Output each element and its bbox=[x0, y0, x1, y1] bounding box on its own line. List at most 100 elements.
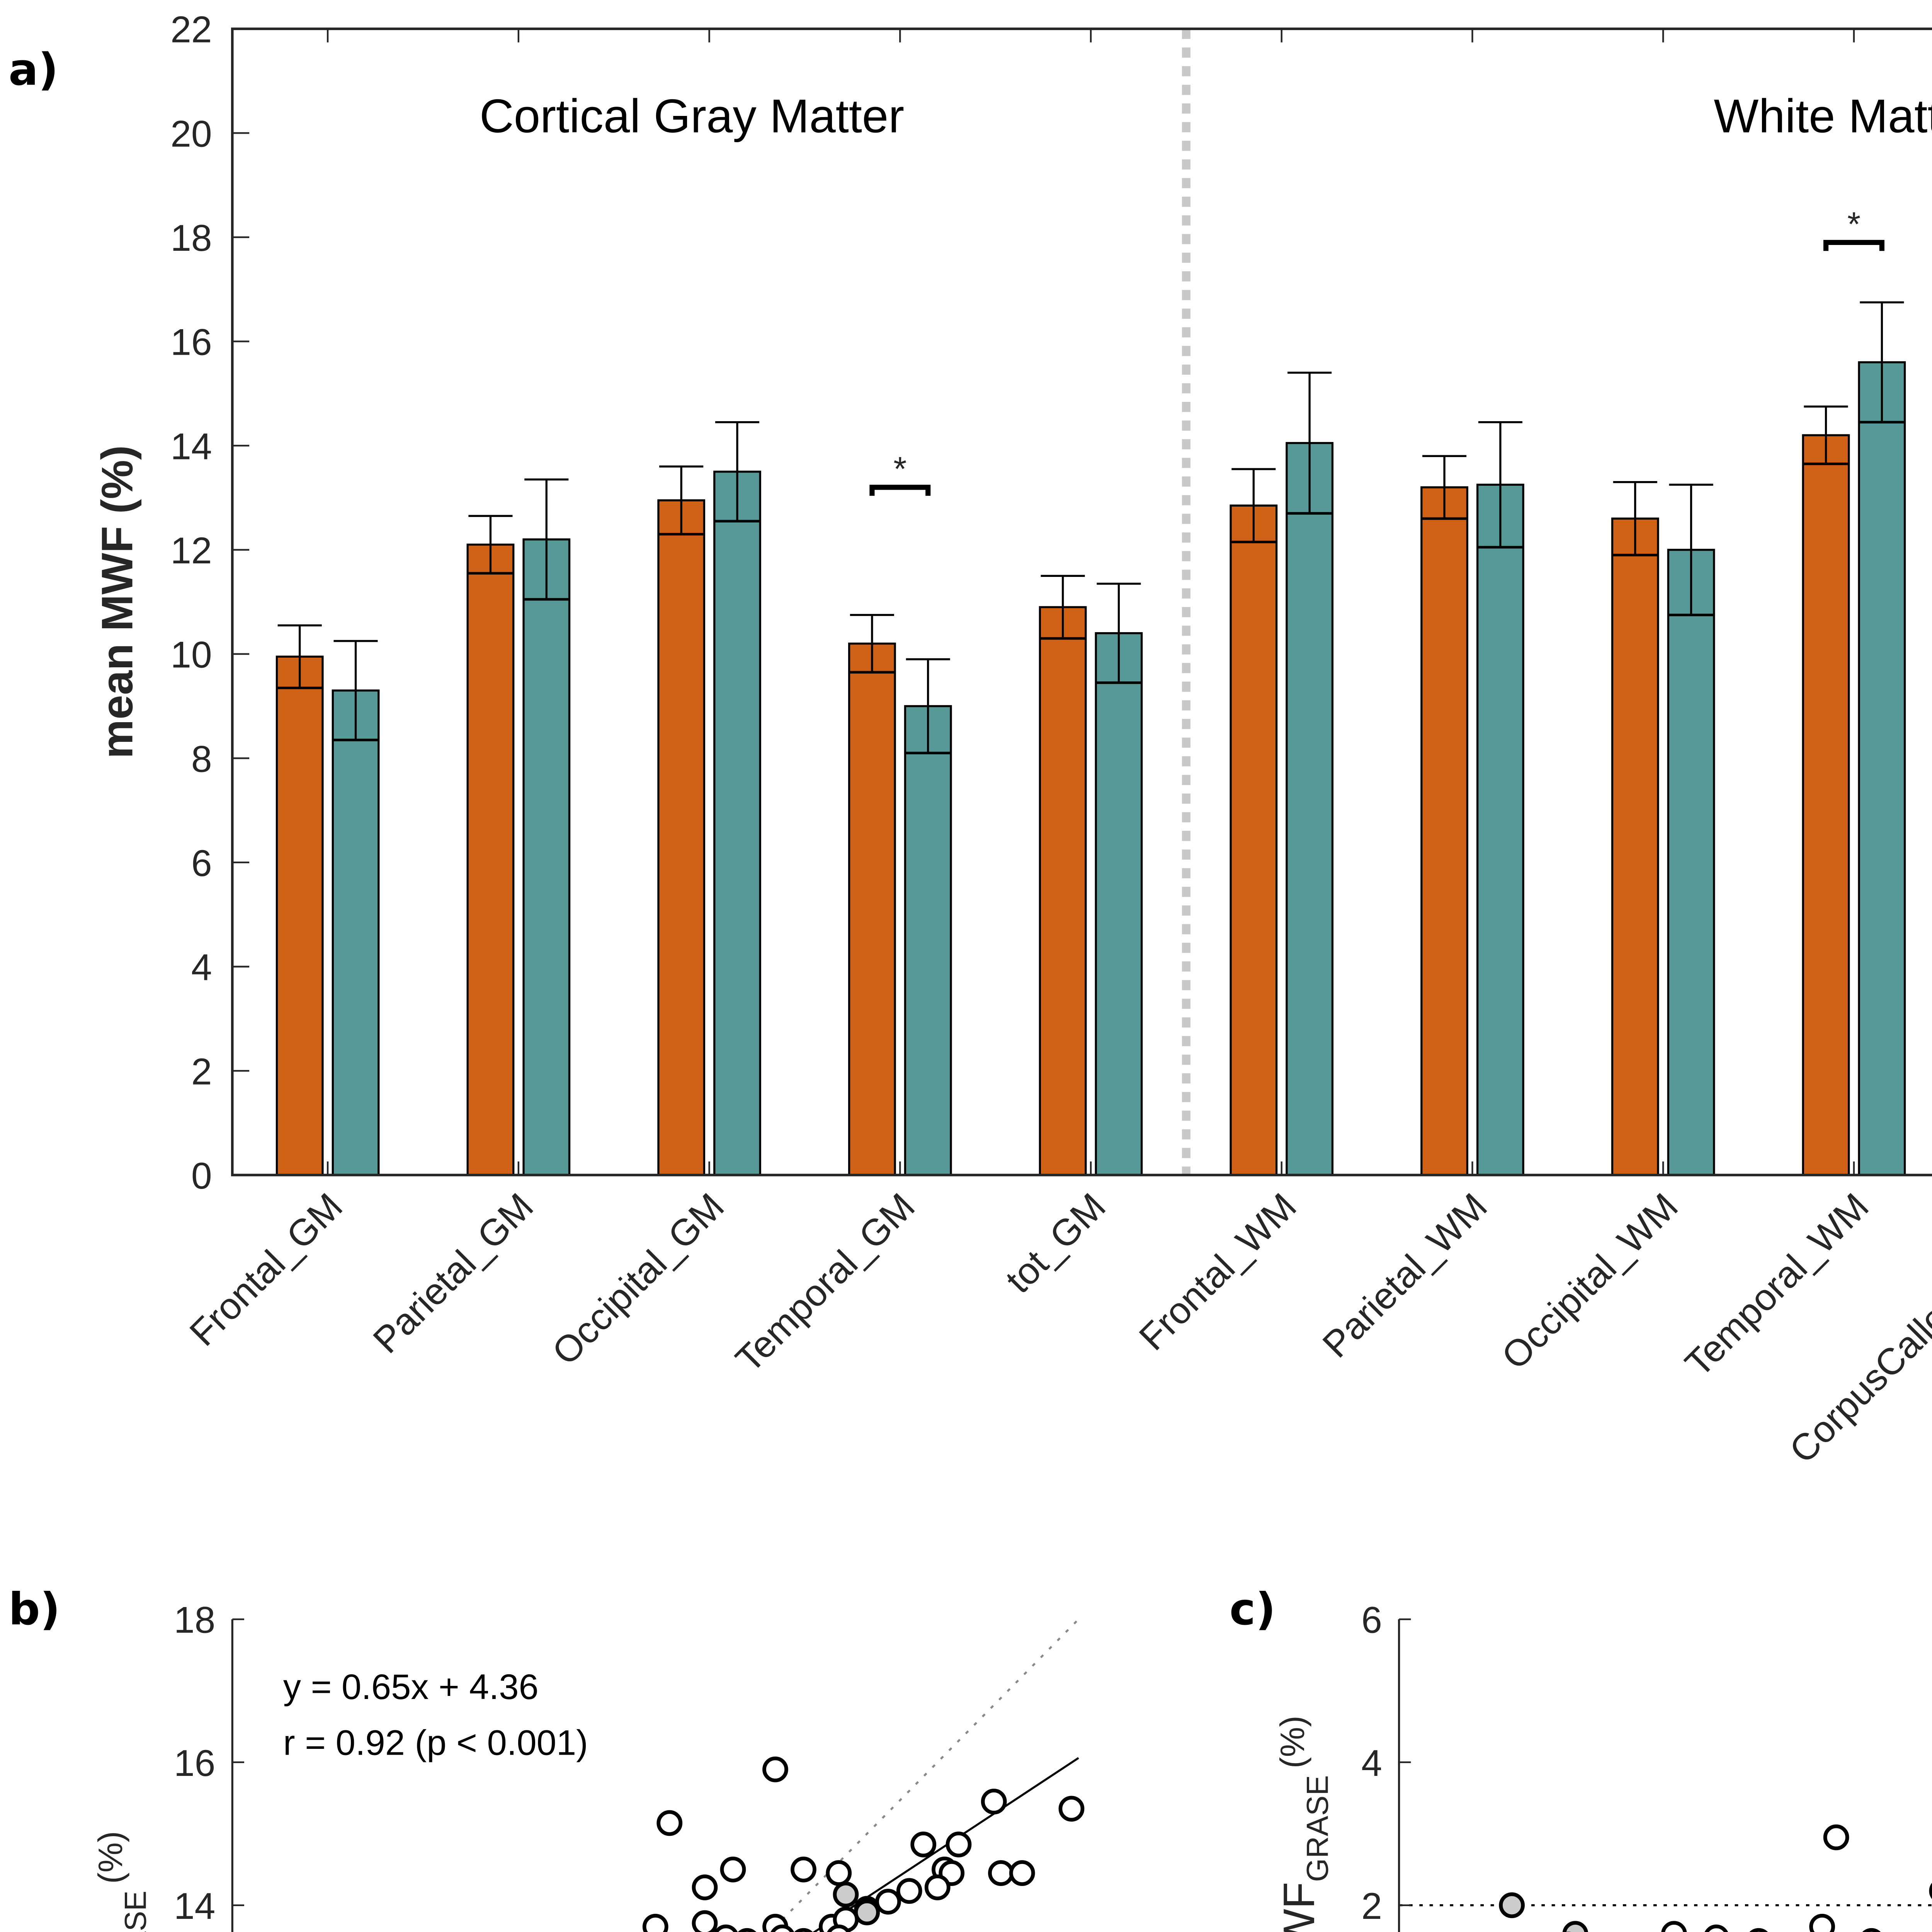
y-tick-label: 12 bbox=[170, 530, 212, 571]
y-axis-ticks-a: 0 2 4 6 8 10 12 14 16 18 20 22 bbox=[170, 9, 250, 1197]
point-wm bbox=[896, 1878, 922, 1904]
y-tick-label: 10 bbox=[170, 634, 212, 676]
y-tick-label: 16 bbox=[170, 322, 212, 363]
correlation-annotation: r = 0.92 (p < 0.001) bbox=[283, 1723, 588, 1763]
panel-label-b: b) bbox=[9, 1583, 60, 1635]
scatter-points-b bbox=[642, 1756, 1085, 1932]
point-wm bbox=[910, 1832, 937, 1857]
bar-grase-Parietal_GM bbox=[466, 543, 515, 1176]
y-tick-label: 2 bbox=[1361, 1886, 1382, 1927]
bar-mese-Temporal_GM bbox=[904, 705, 952, 1176]
point-wm bbox=[762, 1756, 788, 1782]
point-wm bbox=[720, 1856, 746, 1883]
bar-mese-tot_GM bbox=[1095, 632, 1143, 1176]
point-wm bbox=[1058, 1796, 1085, 1822]
y-tick-label: 6 bbox=[191, 843, 212, 884]
point-wm bbox=[1929, 1883, 1932, 1899]
x-axis-labels-a: Frontal_GM Parietal_GM Occipital_GM Tempora… bbox=[182, 1185, 1932, 1471]
point-wm bbox=[692, 1910, 718, 1932]
plot-frame-a bbox=[231, 27, 1932, 1177]
regression-equation: y = 0.65x + 4.36 bbox=[283, 1667, 539, 1707]
y-tick-label: 20 bbox=[170, 113, 212, 155]
panel-label-a: a) bbox=[9, 44, 58, 95]
point-wm bbox=[875, 1889, 901, 1915]
bar-grase-Temporal_WM bbox=[1802, 434, 1850, 1176]
y-axis-title-b: MWFGRASE(%) bbox=[92, 1831, 152, 1932]
point-wm bbox=[794, 1928, 813, 1932]
point-wm bbox=[791, 1856, 816, 1883]
point-gm bbox=[833, 1881, 859, 1908]
y-tick-label: 4 bbox=[191, 947, 212, 988]
y-tick-label: 16 bbox=[174, 1743, 215, 1784]
point-wm bbox=[988, 1860, 1014, 1886]
y-axis-title-a: mean MWF (%) bbox=[93, 445, 142, 759]
y-tick-label: 6 bbox=[1361, 1600, 1382, 1641]
bar-grase-Frontal_GM bbox=[276, 655, 324, 1176]
bar-marks: ** bbox=[276, 29, 1906, 1176]
point-wm bbox=[1661, 1921, 1687, 1932]
panel-label-c: c) bbox=[1230, 1583, 1276, 1635]
bar-mese-Temporal_WM bbox=[1858, 361, 1906, 1176]
significance-bracket bbox=[869, 485, 931, 496]
point-wm bbox=[924, 1874, 951, 1900]
x-tick-label-Occipital_WM: Occipital_WM bbox=[1494, 1185, 1686, 1378]
group-title-gray-matter: Cortical Gray Matter bbox=[480, 90, 904, 143]
point-wm bbox=[827, 1924, 850, 1932]
scatter-points-c bbox=[1499, 1824, 1932, 1932]
bar-grase-Parietal_WM bbox=[1420, 486, 1468, 1176]
point-wm bbox=[1809, 1913, 1835, 1932]
x-tick-label-Occipital_GM: Occipital_GM bbox=[544, 1185, 732, 1373]
point-wm bbox=[1862, 1928, 1881, 1932]
y-axis-title-c: MWFMESE - MWFGRASE(%) bbox=[1274, 1716, 1334, 1932]
y-tick-label: 14 bbox=[174, 1886, 215, 1927]
x-tick-label-Parietal_GM: Parietal_GM bbox=[366, 1185, 541, 1361]
y-tick-label: 14 bbox=[170, 426, 212, 467]
x-tick-label-Frontal_GM: Frontal_GM bbox=[182, 1185, 350, 1354]
point-wm bbox=[642, 1913, 668, 1932]
significance-bracket bbox=[1823, 240, 1884, 251]
bar-mese-Occipital_WM bbox=[1667, 549, 1715, 1176]
y-tick-label: 18 bbox=[170, 218, 212, 259]
bar-mese-Occipital_GM bbox=[713, 471, 761, 1176]
point-gm bbox=[1499, 1892, 1525, 1918]
point-wm bbox=[1704, 1924, 1728, 1932]
bar-mese-Frontal_WM bbox=[1286, 442, 1334, 1176]
x-tick-label-Frontal_WM: Frontal_WM bbox=[1131, 1185, 1304, 1358]
x-tick-label-Parietal_WM: Parietal_WM bbox=[1315, 1185, 1495, 1366]
point-wm bbox=[692, 1874, 718, 1900]
point-wm bbox=[1749, 1928, 1768, 1932]
axes-b: 681012141618681012141618 bbox=[174, 1600, 244, 1932]
bar-mese-Parietal_GM bbox=[522, 538, 571, 1176]
point-wm bbox=[826, 1860, 852, 1886]
reference-lines-b bbox=[769, 1618, 1080, 1932]
scatter-panel-b: 681012141618681012141618 y = 0.65x + 4.3… bbox=[92, 1600, 1085, 1932]
point-wm bbox=[1823, 1824, 1849, 1850]
point-gm bbox=[1562, 1921, 1588, 1932]
point-gm bbox=[854, 1899, 880, 1925]
bar-grase-Occipital_GM bbox=[657, 499, 706, 1176]
bar-grase-Occipital_WM bbox=[1611, 517, 1659, 1176]
group-title-white-matter: White Matter bbox=[1714, 90, 1932, 143]
y-tick-label: 18 bbox=[174, 1600, 215, 1641]
bar-mese-Parietal_WM bbox=[1476, 483, 1524, 1176]
point-wm bbox=[1009, 1860, 1035, 1886]
x-tick-label-tot_GM: tot_GM bbox=[998, 1185, 1113, 1301]
y-tick-label: 22 bbox=[170, 9, 212, 51]
y-tick-label: 0 bbox=[191, 1155, 212, 1197]
y-tick-label: 8 bbox=[191, 738, 212, 780]
point-wm bbox=[738, 1928, 757, 1932]
significance-star: * bbox=[893, 450, 906, 488]
y-tick-label: 2 bbox=[191, 1051, 212, 1092]
significance-star: * bbox=[1847, 205, 1861, 243]
y-tick-label: 4 bbox=[1361, 1743, 1382, 1784]
bar-mese-Frontal_GM bbox=[332, 689, 380, 1176]
bar-grase-Frontal_WM bbox=[1230, 504, 1278, 1176]
bar-grase-tot_GM bbox=[1039, 606, 1087, 1176]
bar-grase-Temporal_GM bbox=[848, 643, 896, 1176]
point-wm bbox=[981, 1789, 1007, 1815]
x-tick-label-Temporal_WM: Temporal_WM bbox=[1677, 1185, 1877, 1385]
